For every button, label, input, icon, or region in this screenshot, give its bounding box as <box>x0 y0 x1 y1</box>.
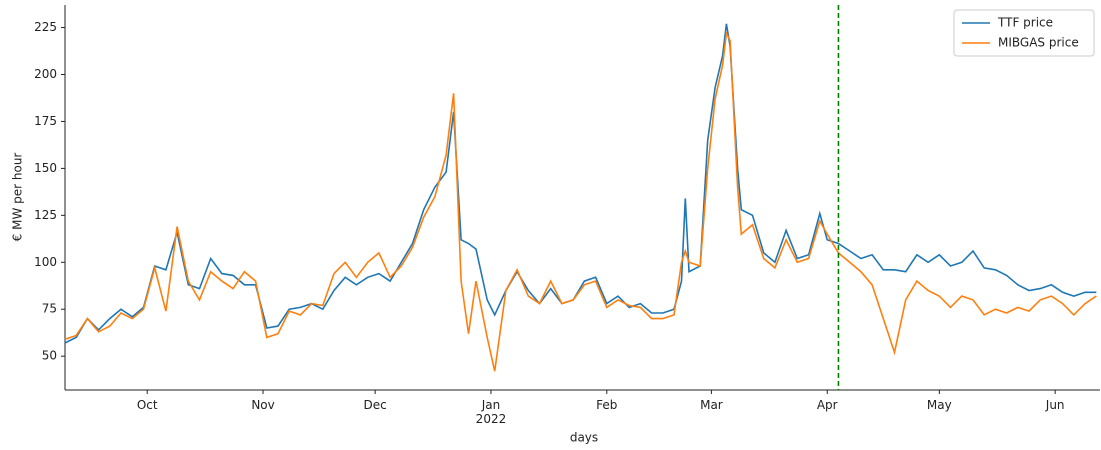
x-tick-label: Apr <box>816 398 838 412</box>
legend-label: MIBGAS price <box>998 36 1079 50</box>
x-tick-label: Jun <box>1045 398 1065 412</box>
y-tick-label: 200 <box>34 67 57 81</box>
x-tick-label: Nov <box>251 398 275 412</box>
y-tick-label: 175 <box>34 114 57 128</box>
y-tick-label: 125 <box>34 208 57 222</box>
x-tick-label: Jan 2022 <box>475 398 507 426</box>
x-tick-label: Mar <box>700 398 723 412</box>
legend-label: TTF price <box>997 16 1053 30</box>
x-tick-label: May <box>926 398 952 412</box>
x-tick-label: Feb <box>596 398 618 412</box>
y-tick-label: 150 <box>34 161 57 175</box>
line-series <box>64 23 1097 344</box>
legend-box <box>953 9 1095 57</box>
y-tick-label: 50 <box>42 349 57 363</box>
x-tick-label: Oct <box>136 398 158 412</box>
line-series <box>64 30 1097 372</box>
y-tick-label: 100 <box>34 255 57 269</box>
x-axis-label: days <box>570 431 598 445</box>
y-tick-label: 225 <box>34 20 57 34</box>
y-axis-label: € MW per hour <box>11 153 25 242</box>
x-tick-label: Dec <box>363 398 387 412</box>
y-tick-label: 75 <box>42 302 57 316</box>
